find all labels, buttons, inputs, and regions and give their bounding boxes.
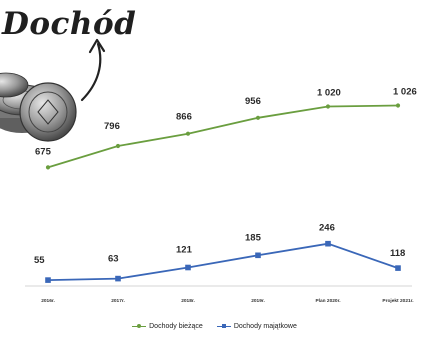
series-2-line <box>47 242 399 281</box>
data-label: 1 020 <box>317 88 341 99</box>
coin-stack-illustration <box>0 72 77 142</box>
series-2-point <box>325 240 331 247</box>
decorative-arrow-head <box>88 38 106 54</box>
series-1-point <box>325 104 331 109</box>
x-tick-label: 2018r. <box>181 298 195 304</box>
series-2-point <box>115 275 121 282</box>
data-label: 121 <box>176 245 193 256</box>
data-label: 866 <box>176 112 192 123</box>
series-layer: 675 796 866 956 1 020 1 026 55 63 121 185 246 118 <box>34 87 417 283</box>
x-tick-label: Projekt 2021r. <box>382 298 413 304</box>
series-2-point <box>45 277 51 283</box>
legend-item-1: Dochody bieżące <box>132 322 203 330</box>
x-tick-label: Plan 2020r. <box>315 298 340 304</box>
decorative-arrow <box>80 42 102 102</box>
data-label: 118 <box>390 248 405 259</box>
series-1-point <box>115 143 121 149</box>
legend-marker <box>132 322 147 330</box>
legend-label: Dochody majątkowe <box>233 322 297 330</box>
data-label: 956 <box>245 96 261 107</box>
data-label: 796 <box>104 121 120 132</box>
x-tick-label: 2019r. <box>251 298 265 304</box>
series-1-point <box>185 131 191 136</box>
series-2: 55 63 121 185 246 118 <box>34 223 405 283</box>
legend: Dochody bieżące Dochody majątkowe <box>0 322 429 332</box>
series-2-point <box>255 252 261 259</box>
data-label: 55 <box>34 255 45 266</box>
series-1-point <box>45 165 51 170</box>
series-2-point <box>395 265 401 271</box>
x-tick-labels: 2016r. 2017r. 2018r. 2019r. Plan 2020r. Proje… <box>41 298 413 304</box>
data-label: 1 026 <box>393 87 417 98</box>
series-1-line <box>47 104 399 169</box>
legend-item-2: Dochody majątkowe <box>216 322 297 330</box>
series-1: 675 796 866 956 1 020 1 026 <box>35 87 417 170</box>
data-label: 675 <box>35 146 52 157</box>
legend-marker <box>216 322 231 330</box>
x-tick-label: 2016r. <box>41 298 55 304</box>
series-1-point <box>395 103 401 108</box>
x-tick-label: 2017r. <box>111 298 125 304</box>
data-label: 63 <box>108 254 119 265</box>
data-label: 185 <box>245 232 262 243</box>
page-title: Dochód <box>2 6 137 42</box>
series-1-point <box>255 115 261 120</box>
series-2-point <box>185 264 191 271</box>
data-label: 246 <box>319 223 335 234</box>
legend-label: Dochody bieżące <box>149 322 203 330</box>
